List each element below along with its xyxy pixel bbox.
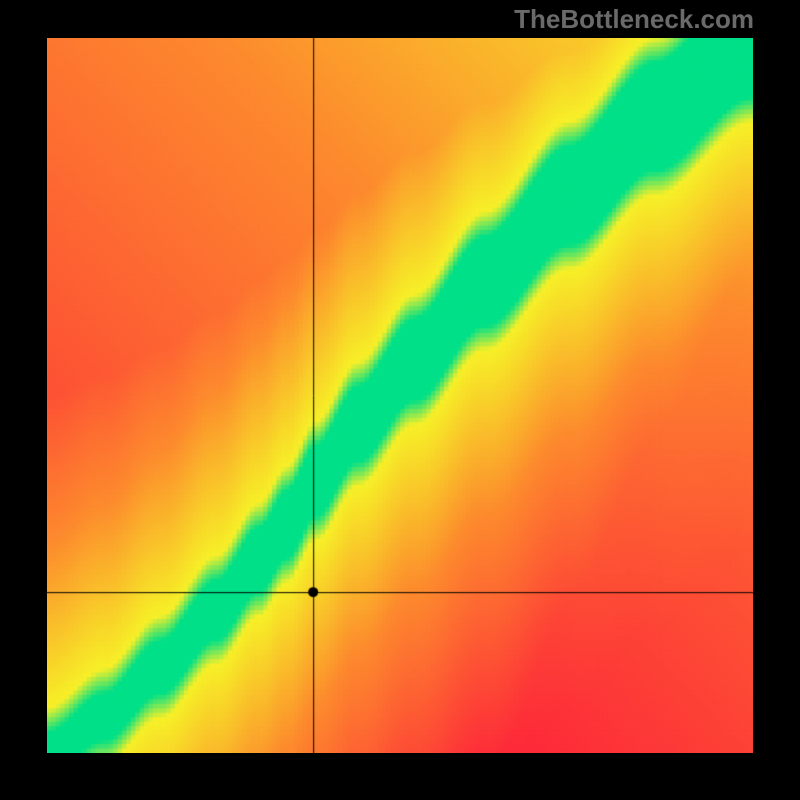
crosshair-overlay <box>47 38 753 753</box>
watermark-label: TheBottleneck.com <box>514 4 754 35</box>
